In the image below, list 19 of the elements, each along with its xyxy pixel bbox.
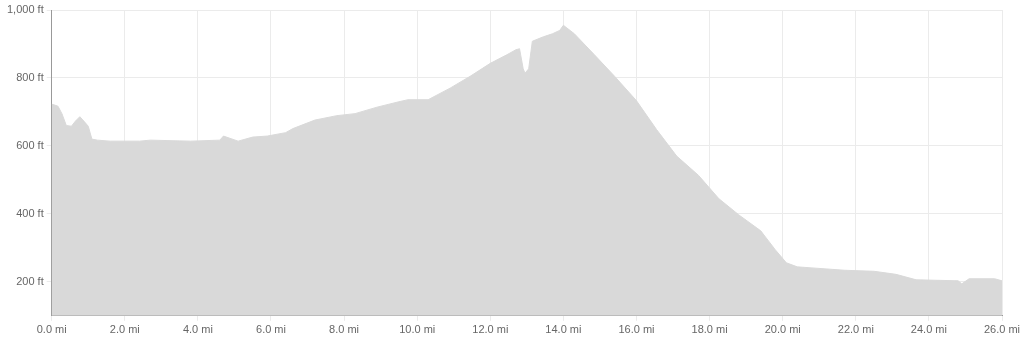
y-tick-label: 400 ft bbox=[16, 206, 44, 219]
x-tick-label: 4.0 mi bbox=[182, 323, 213, 336]
x-tick-label: 22.0 mi bbox=[837, 323, 874, 336]
x-tick-label: 14.0 mi bbox=[545, 323, 582, 336]
x-tick-label: 18.0 mi bbox=[691, 323, 728, 336]
x-tick-label: 16.0 mi bbox=[618, 323, 655, 336]
x-tick-label: 2.0 mi bbox=[109, 323, 140, 336]
y-tick-label: 800 ft bbox=[16, 70, 44, 83]
y-tick-label: 200 ft bbox=[16, 274, 44, 287]
x-tick-label: 0.0 mi bbox=[36, 323, 67, 336]
x-tick-label: 20.0 mi bbox=[764, 323, 801, 336]
x-tick-label: 12.0 mi bbox=[472, 323, 509, 336]
y-tick-label: 1,000 ft bbox=[6, 3, 44, 16]
x-tick-label: 6.0 mi bbox=[256, 323, 286, 336]
x-tick-label: 24.0 mi bbox=[910, 323, 947, 336]
x-tick-label: 8.0 mi bbox=[329, 323, 360, 336]
x-tick-label: 10.0 mi bbox=[399, 323, 436, 336]
y-tick-label: 600 ft bbox=[16, 138, 44, 151]
x-tick-label: 26.0 mi bbox=[983, 323, 1021, 336]
